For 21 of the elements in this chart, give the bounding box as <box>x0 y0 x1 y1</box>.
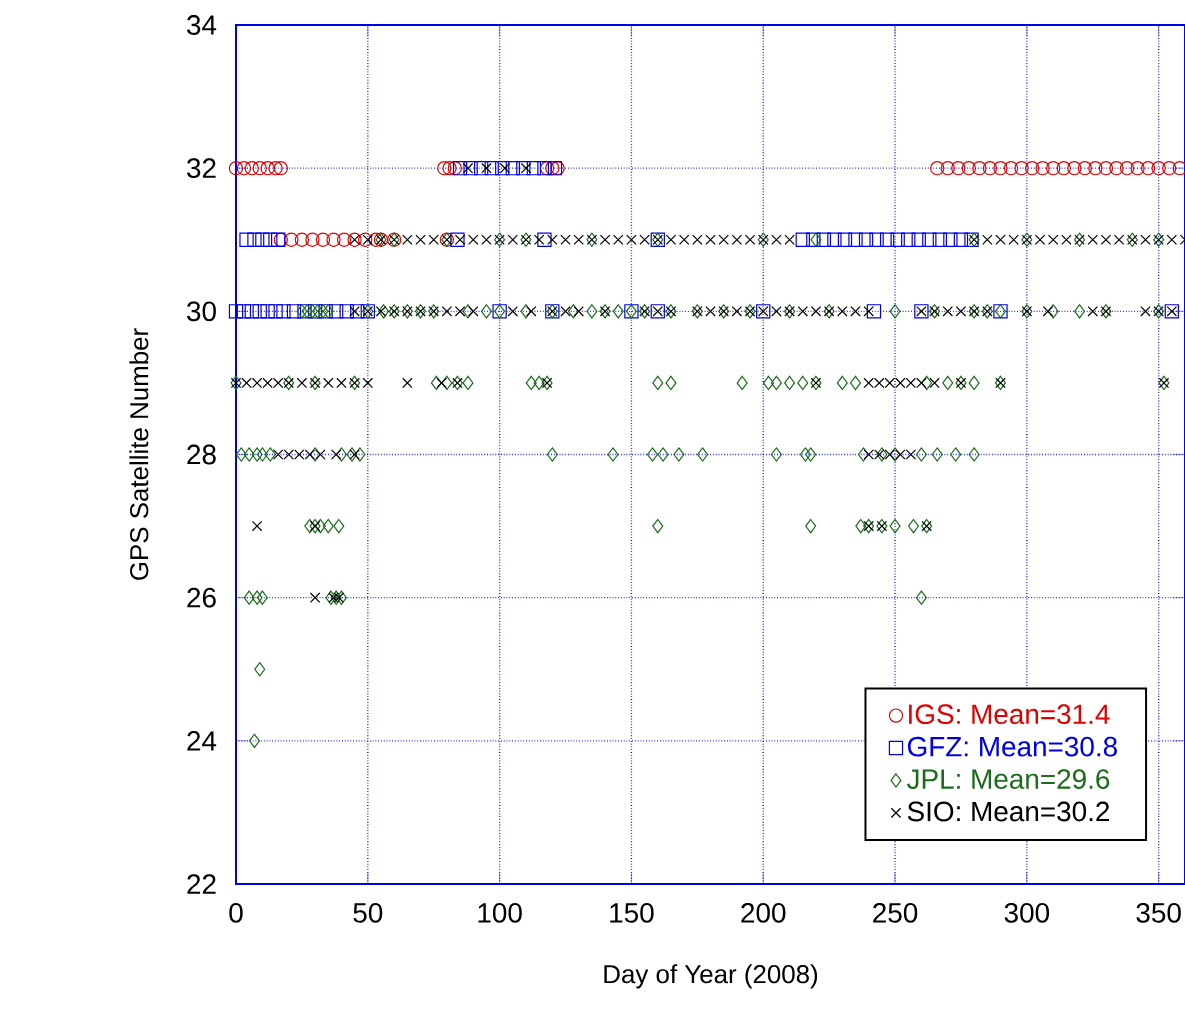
y-tick-label: 28 <box>187 444 216 465</box>
x-tick-label: 200 <box>741 902 786 923</box>
y-tick-label: 26 <box>187 587 216 608</box>
legend-label: JPL: Mean=29.6 <box>906 769 1110 789</box>
x-tick-label: 300 <box>1004 902 1050 923</box>
y-tick-label: 32 <box>187 158 216 179</box>
x-tick-label: 0 <box>229 902 243 923</box>
x-axis-title: Day of Year (2008) <box>604 964 818 989</box>
x-tick-label: 250 <box>873 902 918 923</box>
x-tick-label: 100 <box>478 902 522 923</box>
legend-label: SIO: Mean=30.2 <box>907 801 1110 822</box>
legend-label: IGS: Mean=31.4 <box>909 704 1110 725</box>
y-tick-label: 22 <box>187 874 216 894</box>
y-tick-label: 30 <box>187 301 216 322</box>
y-axis-title: GPS Satellite Number <box>129 328 149 580</box>
y-tick-label: 24 <box>187 731 217 751</box>
x-tick-label: 350 <box>1136 902 1181 923</box>
x-tick-label: 150 <box>610 902 654 923</box>
legend-label: GFZ: Mean=30.8 <box>907 736 1117 757</box>
x-tick-label: 50 <box>353 902 383 923</box>
y-tick-label: 34 <box>187 15 217 35</box>
